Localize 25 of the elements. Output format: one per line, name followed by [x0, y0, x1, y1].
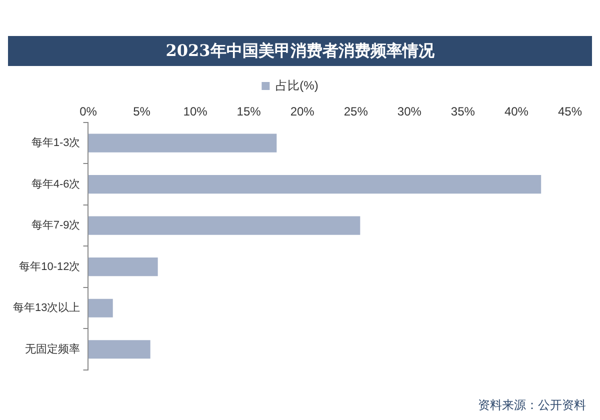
x-tick-label: 5%	[133, 104, 151, 119]
bar	[88, 340, 150, 359]
x-tick-label: 20%	[290, 104, 315, 119]
bar	[88, 258, 158, 276]
x-tick-label: 40%	[504, 104, 529, 119]
bar	[88, 298, 113, 318]
x-tick-label: 25%	[344, 104, 368, 119]
x-tick-label: 45%	[558, 104, 582, 119]
y-tick-label: 每年13次以上	[12, 301, 80, 314]
chart-title: 2023年中国美甲消费者消费频率情况	[8, 36, 592, 66]
y-tick-label: 每年7-9次	[31, 220, 80, 232]
y-tick-label: 每年10-12次	[19, 260, 80, 273]
y-tick-label: 每年4-6次	[31, 178, 80, 190]
x-tick-label: 15%	[236, 104, 262, 119]
text: 资料来源：公开资料	[478, 397, 586, 414]
x-tick-label: 35%	[450, 104, 476, 119]
x-tick-label: 10%	[183, 104, 208, 119]
legend-label: 占比(%)	[276, 78, 318, 92]
x-tick-label: 30%	[397, 104, 422, 119]
y-tick-label: 每年1-3次	[31, 137, 80, 150]
bar	[88, 175, 542, 194]
bar	[88, 216, 360, 235]
bar	[88, 134, 277, 152]
y-tick-label: 无固定频率	[25, 342, 80, 356]
x-tick-label: 0%	[80, 104, 98, 119]
